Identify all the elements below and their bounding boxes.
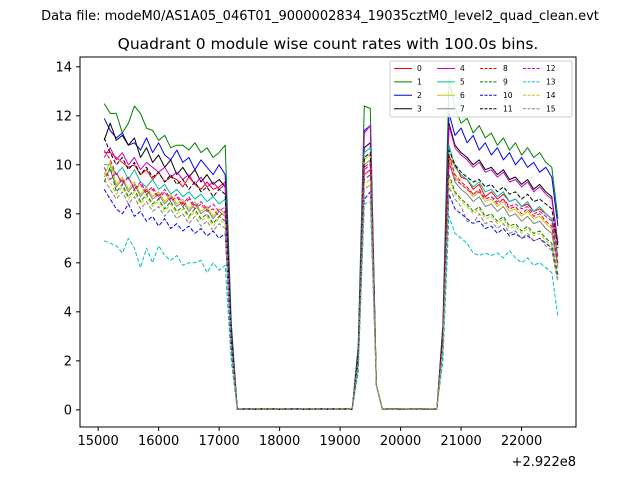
legend-label-12: 12 [546,64,556,73]
legend-label-7: 7 [460,104,465,113]
legend-label-14: 14 [546,91,556,100]
y-tick-label: 14 [55,60,72,75]
legend-label-5: 5 [460,78,465,87]
legend-label-9: 9 [503,78,508,87]
x-tick-label: 22000 [501,434,542,449]
suptitle: Data file: modeM0/AS1A05_046T01_90000028… [41,9,599,24]
axes-frame [80,57,576,427]
y-tick-label: 0 [64,403,72,418]
y-tick-label: 10 [55,158,72,173]
legend-label-1: 1 [417,78,422,87]
x-tick-label: 18000 [259,434,300,449]
x-tick-label: 19000 [319,434,360,449]
x-tick-label: 17000 [198,434,239,449]
series-line-15 [103,179,559,410]
chart-title: Quadrant 0 module wise count rates with … [118,35,539,53]
legend-label-15: 15 [546,104,556,113]
y-tick-label: 12 [55,109,72,124]
series-layer [103,78,559,410]
y-tick-label: 8 [64,207,72,222]
legend-label-4: 4 [460,64,465,73]
x-tick-label: 21000 [440,434,481,449]
legend-label-13: 13 [546,78,556,87]
legend-label-3: 3 [417,104,422,113]
legend-label-0: 0 [417,64,422,73]
legend-label-6: 6 [460,91,465,100]
legend-label-10: 10 [503,91,513,100]
y-tick-label: 6 [64,256,72,271]
y-axis: 0 2 4 6 8 10 12 14 [55,60,80,418]
x-offset-label: +2.922e8 [512,455,576,470]
legend-label-11: 11 [503,104,513,113]
x-tick-label: 16000 [138,434,179,449]
plot-area [79,56,577,428]
y-tick-label: 2 [64,354,72,369]
y-tick-label: 4 [64,305,72,320]
x-tick-label: 20000 [380,434,421,449]
x-axis: 15000 16000 17000 18000 19000 20000 21000 22000 [77,427,542,449]
axes-border [79,56,577,428]
legend-frame [389,60,573,118]
legend-label-2: 2 [417,91,422,100]
x-tick-label: 15000 [77,434,118,449]
legend-label-8: 8 [503,64,508,73]
